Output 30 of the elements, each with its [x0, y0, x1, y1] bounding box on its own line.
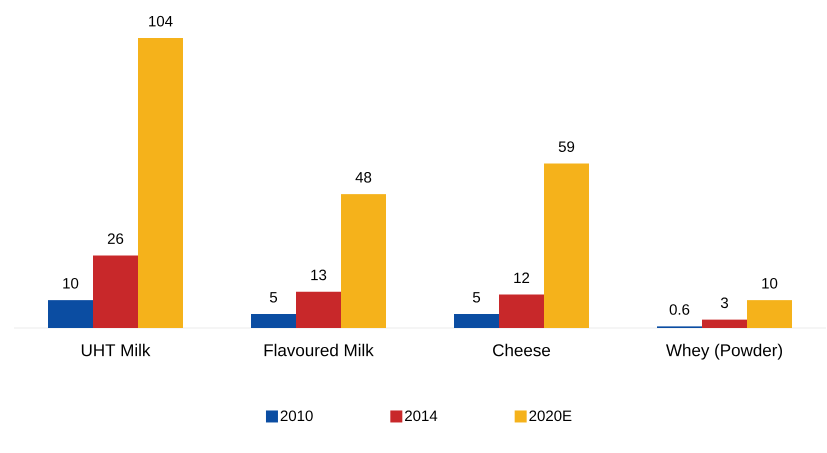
bar [251, 314, 296, 328]
bar [499, 294, 544, 328]
bar [702, 320, 748, 328]
bar [544, 163, 590, 328]
data-label: 59 [558, 141, 574, 152]
bar [454, 314, 500, 328]
bar [93, 256, 138, 328]
data-label: 10 [63, 278, 78, 289]
bar [341, 194, 386, 328]
legend-label: 2010 [280, 410, 313, 422]
bar [747, 300, 792, 328]
data-label: 104 [149, 16, 173, 26]
legend-label: 2020E [529, 410, 572, 422]
x-tick-label: Cheese [493, 344, 550, 356]
data-label: 10 [762, 278, 778, 289]
bar [296, 292, 342, 328]
data-label: 0.6 [670, 304, 690, 315]
bar [48, 300, 93, 328]
bar [138, 38, 183, 328]
x-tick-label: Flavoured Milk [264, 344, 374, 356]
data-label: 48 [356, 172, 372, 183]
data-label: 5 [472, 292, 480, 303]
data-label: 5 [270, 292, 278, 303]
data-label: 3 [720, 298, 728, 308]
data-label: 13 [311, 270, 326, 280]
x-tick-label: UHT Milk [82, 344, 150, 356]
x-tick-label: Whey (Powder) [666, 344, 782, 360]
legend-label: 2014 [405, 410, 438, 422]
data-label: 12 [514, 272, 530, 284]
data-label: 26 [108, 233, 124, 244]
